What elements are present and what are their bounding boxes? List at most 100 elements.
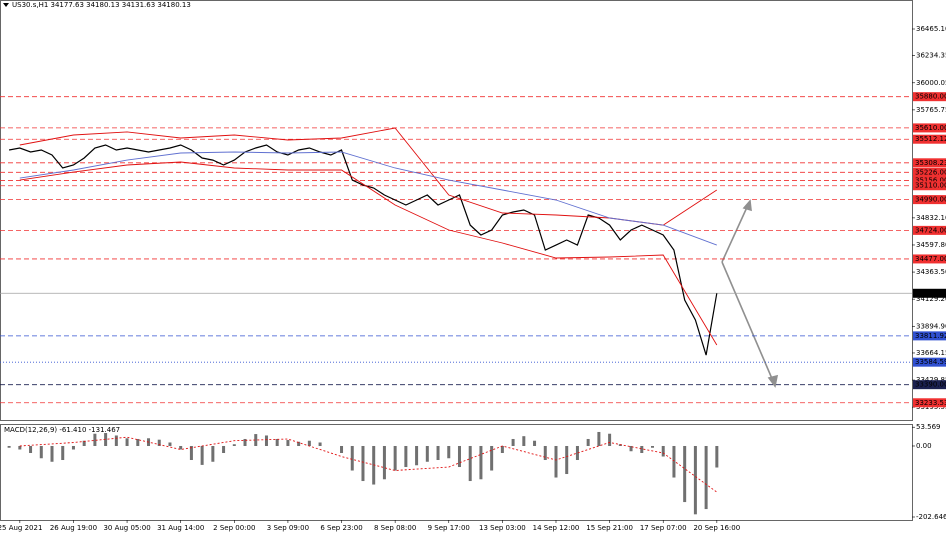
- level-label: 33811.92: [915, 332, 946, 340]
- macd-bar: [104, 433, 108, 446]
- macd-bar: [361, 445, 365, 482]
- level-label-bg: [913, 181, 946, 191]
- arrow-head: [767, 374, 779, 388]
- level-label: 35610.00: [915, 124, 946, 132]
- macd-bar: [683, 445, 687, 503]
- y-tick-label: 36234.35: [916, 52, 946, 60]
- macd-bar: [457, 445, 461, 468]
- y-tick-label: 34597.80: [916, 241, 946, 249]
- level-label: 33390.00: [915, 381, 946, 389]
- macd-bar: [243, 438, 247, 446]
- macd-bar: [264, 435, 268, 446]
- y-tick-label: -202.646: [916, 513, 946, 521]
- level-label-bg: [913, 225, 946, 235]
- macd-bar: [211, 445, 215, 462]
- macd-bar: [350, 445, 354, 471]
- level-label: 33233.53: [915, 399, 946, 407]
- macd-bar: [715, 445, 719, 468]
- macd-title: MACD(12,26,9) -61.410 -131.467: [4, 426, 120, 434]
- y-tick-label: 53.569: [916, 423, 941, 431]
- macd-bar: [93, 433, 97, 446]
- x-tick-label: 8 Sep 08:00: [374, 524, 416, 532]
- level-label: 35512.12: [915, 135, 946, 143]
- level-label-bg: [913, 158, 946, 168]
- macd-bar: [307, 440, 311, 446]
- x-tick-label: 31 Aug 14:00: [157, 524, 204, 532]
- y-tick-label: 33429.85: [916, 376, 946, 384]
- level-label: 34180.13: [915, 289, 946, 297]
- macd-bar: [71, 445, 75, 450]
- arrow-up: [721, 204, 749, 263]
- macd-bar: [608, 433, 612, 446]
- macd-bar: [222, 445, 226, 453]
- macd-bar: [468, 445, 472, 482]
- level-label-bg: [913, 357, 946, 367]
- x-tick-label: 25 Aug 2021: [0, 524, 42, 532]
- level-label: 35156.00: [915, 176, 946, 184]
- macd-bar: [286, 440, 290, 446]
- macd-bar: [490, 445, 494, 471]
- macd-bar: [629, 445, 633, 452]
- macd-bar: [7, 445, 11, 448]
- macd-bar: [29, 445, 33, 453]
- level-label-bg: [913, 167, 946, 177]
- macd-bar: [82, 440, 86, 446]
- macd-bar: [125, 438, 129, 446]
- macd-bar: [382, 445, 386, 480]
- price-line: [8, 144, 718, 356]
- macd-bar: [597, 431, 601, 446]
- macd-bar: [661, 445, 665, 457]
- level-label: 34724.00: [915, 226, 946, 234]
- level-label-bg: [913, 398, 946, 408]
- level-label-bg: [913, 254, 946, 264]
- macd-bar: [179, 445, 183, 450]
- chart-title: US30.s,H1 34177.63 34180.13 34131.63 341…: [12, 1, 191, 9]
- macd-bar: [136, 438, 140, 446]
- x-tick-label: 13 Sep 03:00: [479, 524, 526, 532]
- y-tick-label: 34129.20: [916, 295, 946, 303]
- macd-bar: [565, 445, 569, 475]
- y-tick-label: 0.00: [916, 442, 932, 450]
- level-label-bg: [913, 92, 946, 102]
- y-tick-label: 35765.75: [916, 106, 946, 114]
- macd-bar: [651, 445, 655, 448]
- macd-bar: [554, 445, 558, 478]
- price-line: [19, 127, 718, 226]
- level-label: 34477.00: [915, 255, 946, 263]
- x-tick-label: 2 Sep 00:00: [213, 524, 255, 532]
- macd-bar: [232, 444, 236, 446]
- signal-line: [19, 436, 718, 493]
- macd-bar: [415, 445, 419, 466]
- arrow-head: [742, 199, 752, 212]
- macd-bar: [275, 438, 279, 446]
- y-tick-label: 36000.05: [916, 79, 946, 87]
- price-line: [19, 151, 717, 246]
- macd-panel: [0, 424, 913, 521]
- macd-bar: [18, 445, 22, 450]
- level-label-bg: [913, 288, 946, 298]
- level-label: 35880.00: [915, 93, 946, 101]
- macd-bar: [693, 445, 697, 515]
- macd-bar: [340, 445, 344, 453]
- macd-bar: [168, 442, 172, 446]
- macd-bar: [586, 438, 590, 446]
- macd-bar: [672, 445, 676, 478]
- symbol-menu-icon[interactable]: [3, 3, 9, 7]
- arrow-down: [721, 261, 774, 382]
- x-tick-label: 30 Aug 05:00: [103, 524, 150, 532]
- macd-bar: [575, 445, 579, 461]
- macd-bar: [50, 445, 54, 462]
- y-tick-label: 34363.50: [916, 268, 946, 276]
- macd-bar: [200, 445, 204, 465]
- macd-bar: [522, 436, 526, 446]
- macd-bar: [436, 445, 440, 461]
- macd-bar: [447, 445, 451, 459]
- x-tick-label: 9 Sep 17:00: [428, 524, 470, 532]
- level-label-bg: [913, 331, 946, 341]
- y-tick-label: 36465.10: [916, 25, 946, 33]
- level-label-bg: [913, 123, 946, 133]
- macd-bar: [618, 444, 622, 446]
- y-tick-label: 34832.10: [916, 214, 946, 222]
- x-tick-label: 20 Sep 16:00: [693, 524, 740, 532]
